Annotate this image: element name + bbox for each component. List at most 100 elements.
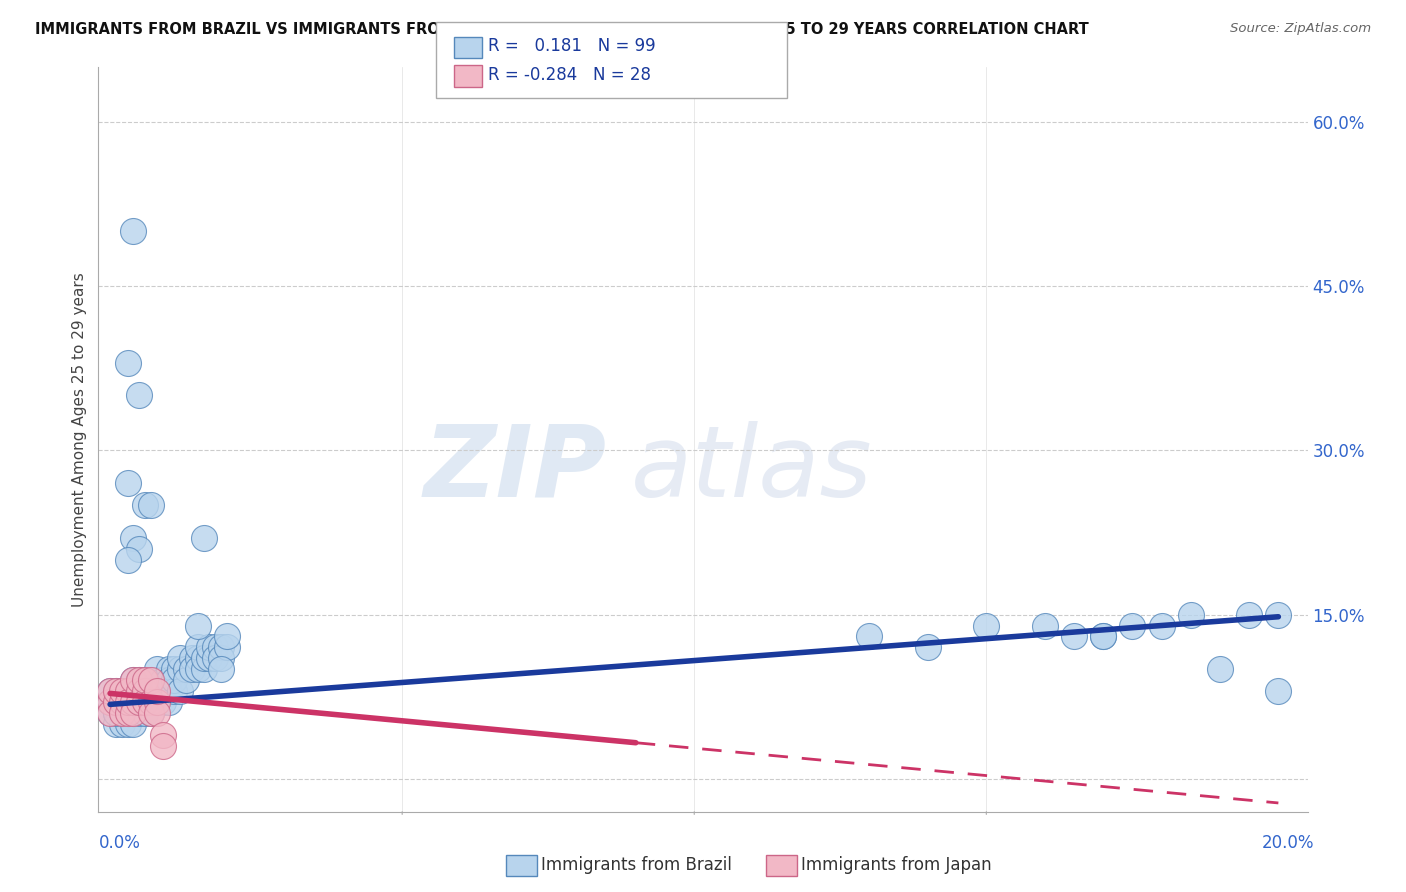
Point [122,695,145,709]
Point [1092,630,1115,644]
Point [163,662,186,676]
Point [104,717,127,731]
Point [117,706,139,720]
Point [180,651,202,665]
Point [157,695,180,709]
Point [117,684,139,698]
Point [146,662,169,676]
Point [169,684,191,698]
Point [134,673,156,688]
Point [152,695,174,709]
Point [117,695,139,709]
Point [122,673,145,688]
Point [122,695,145,709]
Point [117,706,139,720]
Point [98,706,121,720]
Point [122,695,145,709]
Point [98,706,121,720]
Point [139,695,162,709]
Text: 20.0%: 20.0% [1263,834,1315,852]
Point [1237,607,1260,622]
Point [193,651,215,665]
Point [157,684,180,698]
Point [98,684,121,698]
Point [128,541,150,556]
Point [209,640,232,655]
Point [146,706,169,720]
Point [117,684,139,698]
Point [128,684,150,698]
Point [974,618,997,632]
Point [157,662,180,676]
Point [128,673,150,688]
Point [1033,618,1056,632]
Point [128,673,150,688]
Point [917,640,939,655]
Point [193,662,215,676]
Point [1063,630,1085,644]
Point [111,706,134,720]
Point [209,662,232,676]
Point [128,706,150,720]
Point [98,695,121,709]
Point [111,695,134,709]
Point [169,662,191,676]
Point [122,531,145,545]
Text: 0.0%: 0.0% [98,834,141,852]
Text: ZIP: ZIP [423,421,606,517]
Point [146,695,169,709]
Point [128,388,150,402]
Point [1150,618,1173,632]
Point [134,673,156,688]
Point [139,673,162,688]
Point [128,684,150,698]
Point [146,684,169,698]
Point [98,684,121,698]
Point [204,651,226,665]
Point [122,673,145,688]
Point [117,356,139,370]
Point [117,553,139,567]
Point [117,695,139,709]
Point [1267,684,1289,698]
Point [122,706,145,720]
Text: Immigrants from Brazil: Immigrants from Brazil [541,856,733,874]
Point [1209,662,1232,676]
Point [117,476,139,491]
Text: atlas: atlas [630,421,872,517]
Point [174,662,197,676]
Point [111,717,134,731]
Text: IMMIGRANTS FROM BRAZIL VS IMMIGRANTS FROM JAPAN UNEMPLOYMENT AMONG AGES 25 TO 29: IMMIGRANTS FROM BRAZIL VS IMMIGRANTS FRO… [35,22,1088,37]
Point [146,695,169,709]
Point [104,695,127,709]
Point [111,706,134,720]
Point [104,706,127,720]
Point [128,695,150,709]
Point [111,695,134,709]
Point [187,640,209,655]
Point [104,684,127,698]
Point [117,706,139,720]
Point [193,531,215,545]
Point [169,651,191,665]
Point [128,695,150,709]
Point [134,684,156,698]
Point [187,651,209,665]
Point [1267,607,1289,622]
Point [104,706,127,720]
Text: R = -0.284   N = 28: R = -0.284 N = 28 [488,66,651,84]
Point [1121,618,1143,632]
Point [134,695,156,709]
Point [1092,630,1115,644]
Point [134,706,156,720]
Point [146,673,169,688]
Point [146,684,169,698]
Point [152,673,174,688]
Y-axis label: Unemployment Among Ages 25 to 29 years: Unemployment Among Ages 25 to 29 years [72,272,87,607]
Point [111,684,134,698]
Point [111,684,134,698]
Point [117,717,139,731]
Text: Immigrants from Japan: Immigrants from Japan [801,856,993,874]
Point [139,706,162,720]
Point [152,739,174,753]
